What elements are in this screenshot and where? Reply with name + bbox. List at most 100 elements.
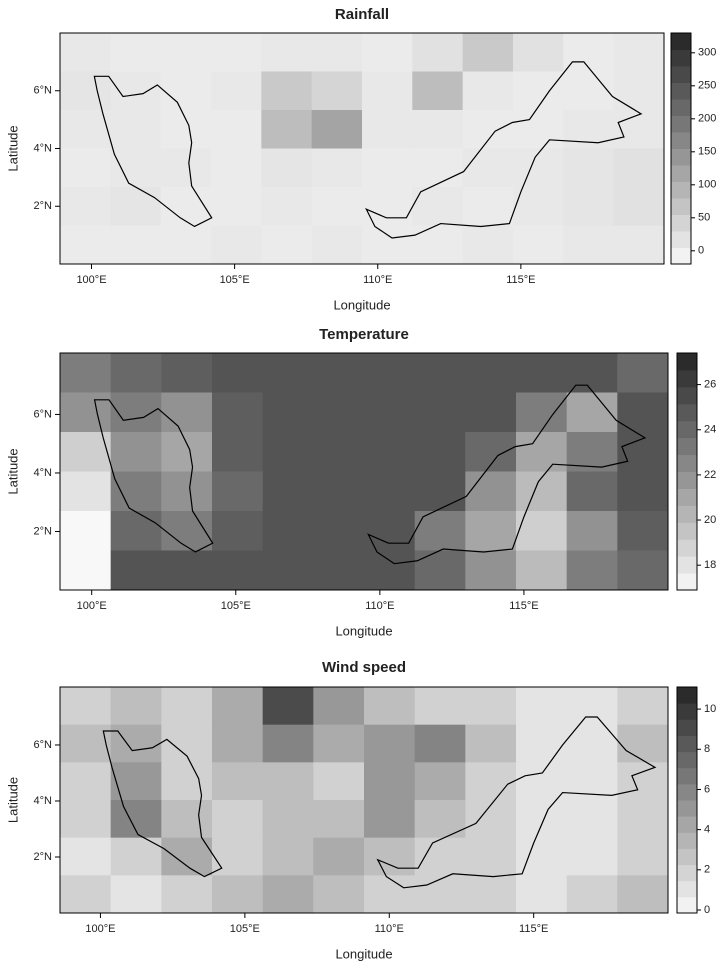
colorbar-step (677, 573, 697, 591)
raster-cell (160, 71, 212, 111)
coastline (376, 716, 657, 889)
raster-cell (414, 392, 466, 433)
raster-cell (364, 432, 416, 472)
raster-cell (313, 511, 365, 551)
plot-frame (59, 686, 669, 914)
raster-cell (311, 33, 363, 72)
colorbar-step (677, 767, 697, 785)
raster-cell (60, 110, 111, 149)
raster-cell (161, 392, 213, 433)
raster-cell (60, 471, 112, 512)
raster-cell (110, 471, 162, 512)
raster-cell (462, 225, 514, 265)
raster-cell (110, 687, 162, 726)
raster-cell (160, 187, 212, 226)
raster-cell (212, 353, 264, 393)
raster-cell (465, 762, 517, 801)
raster-cell (516, 353, 568, 393)
raster-cell (110, 762, 162, 801)
x-tick-label: 105°E (221, 600, 251, 612)
x-tick-label: 110°E (365, 600, 394, 612)
raster-cell (212, 837, 264, 876)
raster-cell (613, 71, 665, 111)
raster-cell (211, 225, 262, 265)
colorbar-step (671, 66, 691, 83)
raster-cell (513, 187, 564, 226)
raster-cell (516, 800, 568, 839)
colorbar-step (671, 214, 691, 232)
raster-cell (311, 110, 363, 149)
raster-cell (110, 110, 162, 149)
raster-cell (60, 33, 111, 72)
colorbar-step (677, 848, 697, 866)
colorbar-step (671, 33, 691, 50)
raster-cell (110, 432, 162, 472)
colorbar-step (677, 735, 697, 753)
raster-cell (110, 148, 162, 188)
raster-cell (262, 724, 314, 763)
colorbar-step (671, 132, 691, 149)
y-tick-label: 2°N (34, 200, 53, 212)
colorbar-step (671, 115, 691, 133)
y-tick-label: 2°N (34, 525, 53, 537)
colorbar-step (677, 719, 697, 736)
colorbar-step (677, 403, 697, 422)
raster-cell (465, 511, 517, 551)
colorbar-step (677, 816, 697, 833)
raster-cell (566, 511, 618, 551)
y-axis-label: Latitude (5, 125, 20, 171)
raster-cell (566, 875, 618, 914)
y-tick-label: 6°N (34, 739, 53, 751)
raster-cell (313, 471, 365, 512)
raster-cell (212, 875, 264, 914)
raster-cell (313, 762, 365, 801)
raster-cell (160, 148, 212, 188)
raster-cell (362, 110, 413, 149)
raster-cell (60, 550, 112, 591)
colorbar-step (677, 505, 697, 523)
raster-cell (212, 511, 264, 551)
raster-cell (313, 432, 365, 472)
raster-cell (414, 687, 466, 726)
raster-cell (516, 875, 568, 914)
y-tick-label: 4°N (34, 795, 53, 807)
raster-cell (465, 875, 517, 914)
raster-cell (60, 724, 112, 763)
raster-cell (160, 225, 212, 265)
raster-cell (414, 837, 466, 876)
raster-cell (261, 148, 313, 188)
colorbar-step (677, 386, 697, 405)
raster-cell (516, 511, 568, 551)
raster-cell (262, 875, 314, 914)
raster-cell (261, 110, 313, 149)
raster-cell (414, 724, 466, 763)
raster-cell (465, 687, 517, 726)
raster-cell (362, 71, 413, 111)
x-tick-label: 110°E (375, 923, 404, 935)
raster-cell (311, 71, 363, 111)
raster-cell (462, 148, 514, 188)
raster-cell (211, 71, 262, 111)
raster-cell (462, 110, 514, 149)
colorbar-tick-label: 8 (704, 743, 710, 755)
x-tick-label: 115°E (509, 600, 538, 612)
raster-cell (516, 687, 568, 726)
raster-cell (60, 762, 112, 801)
raster-cell (414, 550, 466, 591)
colorbar-frame (670, 32, 692, 265)
y-tick-label: 6°N (34, 408, 53, 420)
raster-cell (161, 432, 213, 472)
raster-cell (212, 724, 264, 763)
raster-cell (563, 33, 615, 72)
raster-cell (261, 71, 313, 111)
raster-cell (412, 187, 464, 226)
panel-title: Rainfall (335, 6, 389, 23)
colorbar-step (677, 437, 697, 456)
coastline (93, 75, 213, 228)
y-tick-label: 4°N (34, 467, 53, 479)
raster-cell (412, 71, 464, 111)
raster-cell (262, 837, 314, 876)
raster-cell (313, 687, 365, 726)
raster-cell (212, 432, 264, 472)
raster-cell (60, 837, 112, 876)
